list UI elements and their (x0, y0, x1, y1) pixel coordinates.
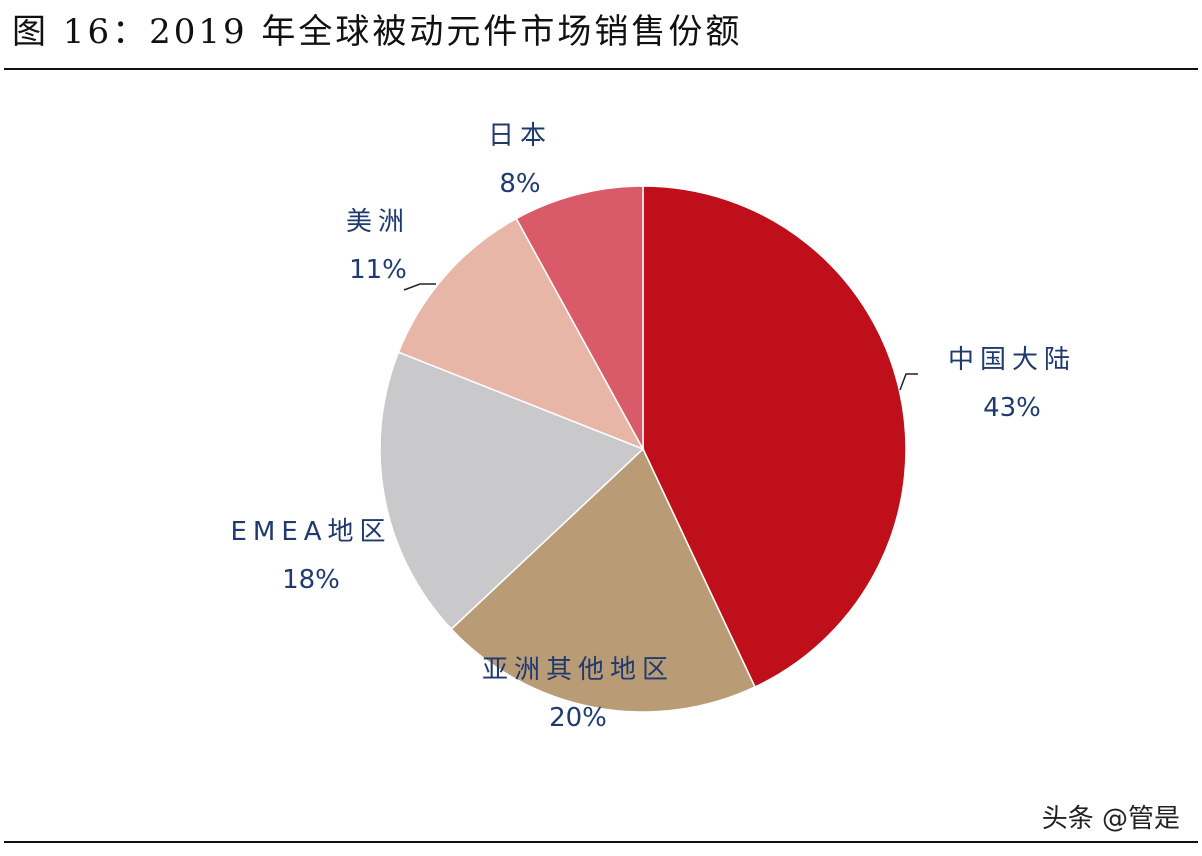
leader-line (403, 283, 436, 291)
slice-value-label: 20% (549, 703, 607, 733)
slice-label: 中国大陆 (947, 345, 1076, 375)
slice-value-label: 11% (349, 255, 407, 285)
bottom-rule (4, 841, 1198, 843)
slice-label: 美洲 (345, 207, 410, 237)
pie-slice (450, 447, 756, 713)
pie-slice (642, 185, 907, 688)
slice-label: 亚洲其他地区 (482, 655, 675, 685)
pie-slice (379, 351, 645, 631)
pie-slice (397, 217, 645, 451)
chart-title: 图 16：2019 年全球被动元件市场销售份额 (12, 12, 743, 52)
slice-value-label: 18% (282, 565, 340, 595)
pie-slice (515, 185, 644, 450)
leader-line (899, 373, 918, 391)
slice-label: 日本 (487, 121, 552, 151)
slice-value-label: 8% (499, 169, 541, 199)
slice-value-label: 43% (983, 393, 1041, 423)
watermark: 头条 @管是 (1041, 804, 1180, 834)
slice-label: EMEA地区 (230, 517, 392, 547)
top-rule (4, 68, 1198, 70)
